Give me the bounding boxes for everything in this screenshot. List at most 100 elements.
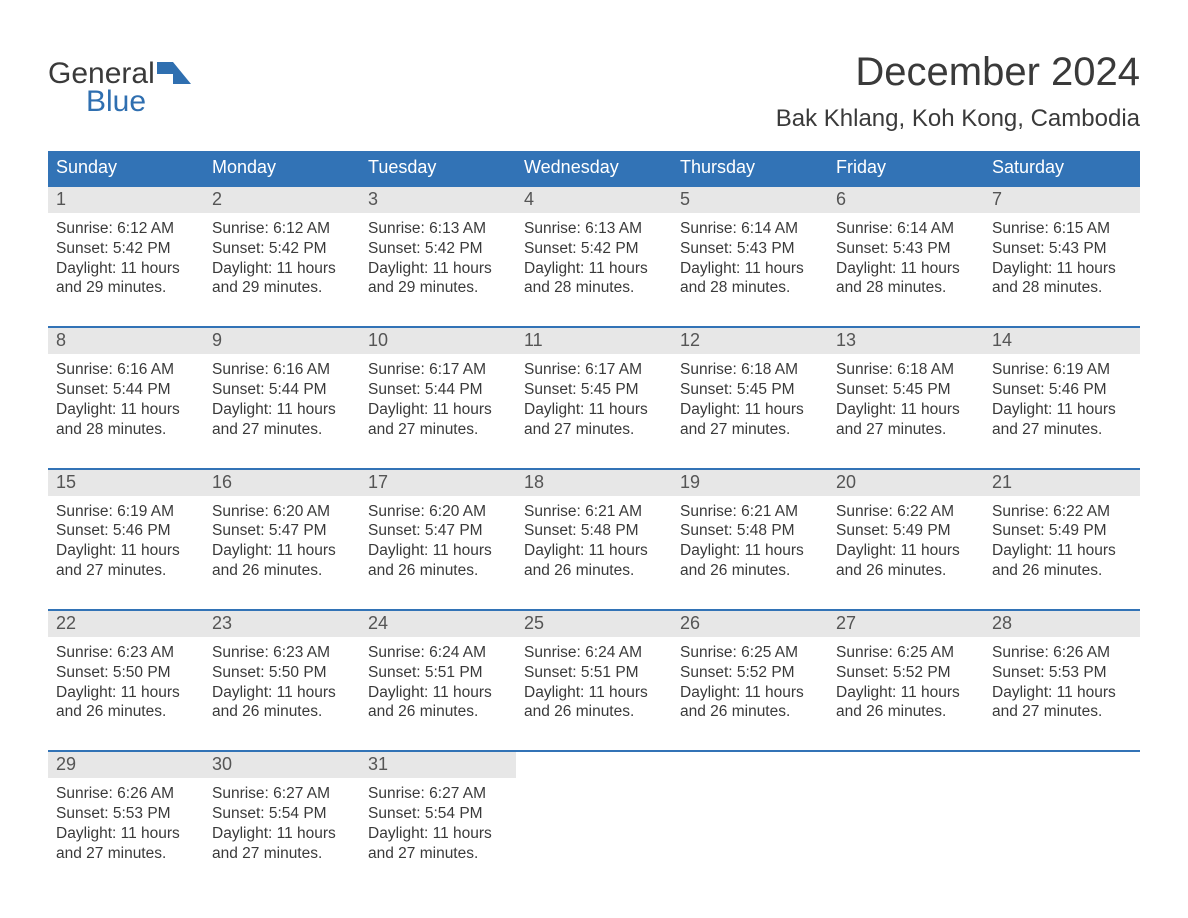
- day-body: Sunrise: 6:17 AMSunset: 5:45 PMDaylight:…: [516, 354, 672, 443]
- sunset-line: Sunset: 5:42 PM: [56, 239, 196, 259]
- sunrise-line: Sunrise: 6:25 AM: [680, 643, 820, 663]
- dow-saturday: Saturday: [984, 151, 1140, 185]
- day-body: Sunrise: 6:24 AMSunset: 5:51 PMDaylight:…: [360, 637, 516, 726]
- day-number: 23: [204, 611, 360, 637]
- daylight-line-1: Daylight: 11 hours: [836, 683, 976, 703]
- week-row: 29Sunrise: 6:26 AMSunset: 5:53 PMDayligh…: [48, 750, 1140, 867]
- daylight-line-2: and 26 minutes.: [212, 561, 352, 581]
- sunrise-line: Sunrise: 6:26 AM: [56, 784, 196, 804]
- day-number: 1: [48, 187, 204, 213]
- daylight-line-2: and 26 minutes.: [368, 702, 508, 722]
- sunset-line: Sunset: 5:48 PM: [524, 521, 664, 541]
- day-number: 17: [360, 470, 516, 496]
- daylight-line-1: Daylight: 11 hours: [212, 400, 352, 420]
- day-body: Sunrise: 6:12 AMSunset: 5:42 PMDaylight:…: [48, 213, 204, 302]
- sunrise-line: Sunrise: 6:18 AM: [836, 360, 976, 380]
- daylight-line-1: Daylight: 11 hours: [680, 400, 820, 420]
- daylight-line-2: and 27 minutes.: [836, 420, 976, 440]
- days-of-week-row: Sunday Monday Tuesday Wednesday Thursday…: [48, 151, 1140, 185]
- day-body: Sunrise: 6:18 AMSunset: 5:45 PMDaylight:…: [672, 354, 828, 443]
- daylight-line-1: Daylight: 11 hours: [524, 541, 664, 561]
- sunrise-line: Sunrise: 6:16 AM: [56, 360, 196, 380]
- daylight-line-2: and 28 minutes.: [836, 278, 976, 298]
- sunset-line: Sunset: 5:52 PM: [836, 663, 976, 683]
- week-row: 1Sunrise: 6:12 AMSunset: 5:42 PMDaylight…: [48, 185, 1140, 302]
- day-cell: 24Sunrise: 6:24 AMSunset: 5:51 PMDayligh…: [360, 611, 516, 726]
- day-cell: 10Sunrise: 6:17 AMSunset: 5:44 PMDayligh…: [360, 328, 516, 443]
- day-cell: 21Sunrise: 6:22 AMSunset: 5:49 PMDayligh…: [984, 470, 1140, 585]
- day-number: 4: [516, 187, 672, 213]
- daylight-line-1: Daylight: 11 hours: [368, 541, 508, 561]
- sunset-line: Sunset: 5:52 PM: [680, 663, 820, 683]
- day-number: 8: [48, 328, 204, 354]
- day-number: 27: [828, 611, 984, 637]
- day-body: Sunrise: 6:19 AMSunset: 5:46 PMDaylight:…: [984, 354, 1140, 443]
- daylight-line-2: and 26 minutes.: [368, 561, 508, 581]
- daylight-line-1: Daylight: 11 hours: [56, 683, 196, 703]
- day-number: 11: [516, 328, 672, 354]
- day-cell: [672, 752, 828, 867]
- daylight-line-1: Daylight: 11 hours: [368, 259, 508, 279]
- daylight-line-1: Daylight: 11 hours: [56, 541, 196, 561]
- day-body: Sunrise: 6:22 AMSunset: 5:49 PMDaylight:…: [984, 496, 1140, 585]
- day-cell: [516, 752, 672, 867]
- daylight-line-1: Daylight: 11 hours: [56, 400, 196, 420]
- daylight-line-2: and 27 minutes.: [56, 561, 196, 581]
- day-number: 10: [360, 328, 516, 354]
- sunrise-line: Sunrise: 6:17 AM: [524, 360, 664, 380]
- day-body: Sunrise: 6:24 AMSunset: 5:51 PMDaylight:…: [516, 637, 672, 726]
- daylight-line-2: and 26 minutes.: [992, 561, 1132, 581]
- daylight-line-2: and 27 minutes.: [992, 702, 1132, 722]
- day-number: 19: [672, 470, 828, 496]
- week-row: 22Sunrise: 6:23 AMSunset: 5:50 PMDayligh…: [48, 609, 1140, 726]
- dow-wednesday: Wednesday: [516, 151, 672, 185]
- sunrise-line: Sunrise: 6:26 AM: [992, 643, 1132, 663]
- sunrise-line: Sunrise: 6:25 AM: [836, 643, 976, 663]
- daylight-line-1: Daylight: 11 hours: [368, 683, 508, 703]
- daylight-line-1: Daylight: 11 hours: [212, 541, 352, 561]
- day-cell: 8Sunrise: 6:16 AMSunset: 5:44 PMDaylight…: [48, 328, 204, 443]
- daylight-line-1: Daylight: 11 hours: [56, 259, 196, 279]
- logo: General Blue: [48, 58, 191, 117]
- sunrise-line: Sunrise: 6:19 AM: [992, 360, 1132, 380]
- sunrise-line: Sunrise: 6:21 AM: [524, 502, 664, 522]
- daylight-line-2: and 28 minutes.: [524, 278, 664, 298]
- sunset-line: Sunset: 5:44 PM: [212, 380, 352, 400]
- day-body: Sunrise: 6:25 AMSunset: 5:52 PMDaylight:…: [828, 637, 984, 726]
- day-cell: 6Sunrise: 6:14 AMSunset: 5:43 PMDaylight…: [828, 187, 984, 302]
- sunrise-line: Sunrise: 6:22 AM: [836, 502, 976, 522]
- day-cell: [984, 752, 1140, 867]
- day-number: 13: [828, 328, 984, 354]
- day-number: 3: [360, 187, 516, 213]
- day-number: 30: [204, 752, 360, 778]
- day-cell: 25Sunrise: 6:24 AMSunset: 5:51 PMDayligh…: [516, 611, 672, 726]
- day-body: Sunrise: 6:14 AMSunset: 5:43 PMDaylight:…: [828, 213, 984, 302]
- calendar: Sunday Monday Tuesday Wednesday Thursday…: [48, 151, 1140, 868]
- daylight-line-1: Daylight: 11 hours: [680, 541, 820, 561]
- sunrise-line: Sunrise: 6:20 AM: [368, 502, 508, 522]
- day-body: Sunrise: 6:27 AMSunset: 5:54 PMDaylight:…: [204, 778, 360, 867]
- sunrise-line: Sunrise: 6:12 AM: [212, 219, 352, 239]
- sunset-line: Sunset: 5:45 PM: [524, 380, 664, 400]
- sunset-line: Sunset: 5:48 PM: [680, 521, 820, 541]
- daylight-line-2: and 27 minutes.: [212, 420, 352, 440]
- month-title: December 2024: [776, 50, 1140, 95]
- week-row: 15Sunrise: 6:19 AMSunset: 5:46 PMDayligh…: [48, 468, 1140, 585]
- day-body: Sunrise: 6:13 AMSunset: 5:42 PMDaylight:…: [360, 213, 516, 302]
- daylight-line-2: and 29 minutes.: [212, 278, 352, 298]
- day-body: Sunrise: 6:26 AMSunset: 5:53 PMDaylight:…: [984, 637, 1140, 726]
- day-number: 6: [828, 187, 984, 213]
- day-body: Sunrise: 6:15 AMSunset: 5:43 PMDaylight:…: [984, 213, 1140, 302]
- day-number: 7: [984, 187, 1140, 213]
- day-body: Sunrise: 6:23 AMSunset: 5:50 PMDaylight:…: [48, 637, 204, 726]
- day-body: Sunrise: 6:20 AMSunset: 5:47 PMDaylight:…: [204, 496, 360, 585]
- day-cell: 17Sunrise: 6:20 AMSunset: 5:47 PMDayligh…: [360, 470, 516, 585]
- sunrise-line: Sunrise: 6:20 AM: [212, 502, 352, 522]
- daylight-line-1: Daylight: 11 hours: [212, 824, 352, 844]
- sunrise-line: Sunrise: 6:19 AM: [56, 502, 196, 522]
- sunset-line: Sunset: 5:50 PM: [56, 663, 196, 683]
- day-cell: 4Sunrise: 6:13 AMSunset: 5:42 PMDaylight…: [516, 187, 672, 302]
- daylight-line-1: Daylight: 11 hours: [680, 259, 820, 279]
- day-number: 18: [516, 470, 672, 496]
- sunset-line: Sunset: 5:51 PM: [368, 663, 508, 683]
